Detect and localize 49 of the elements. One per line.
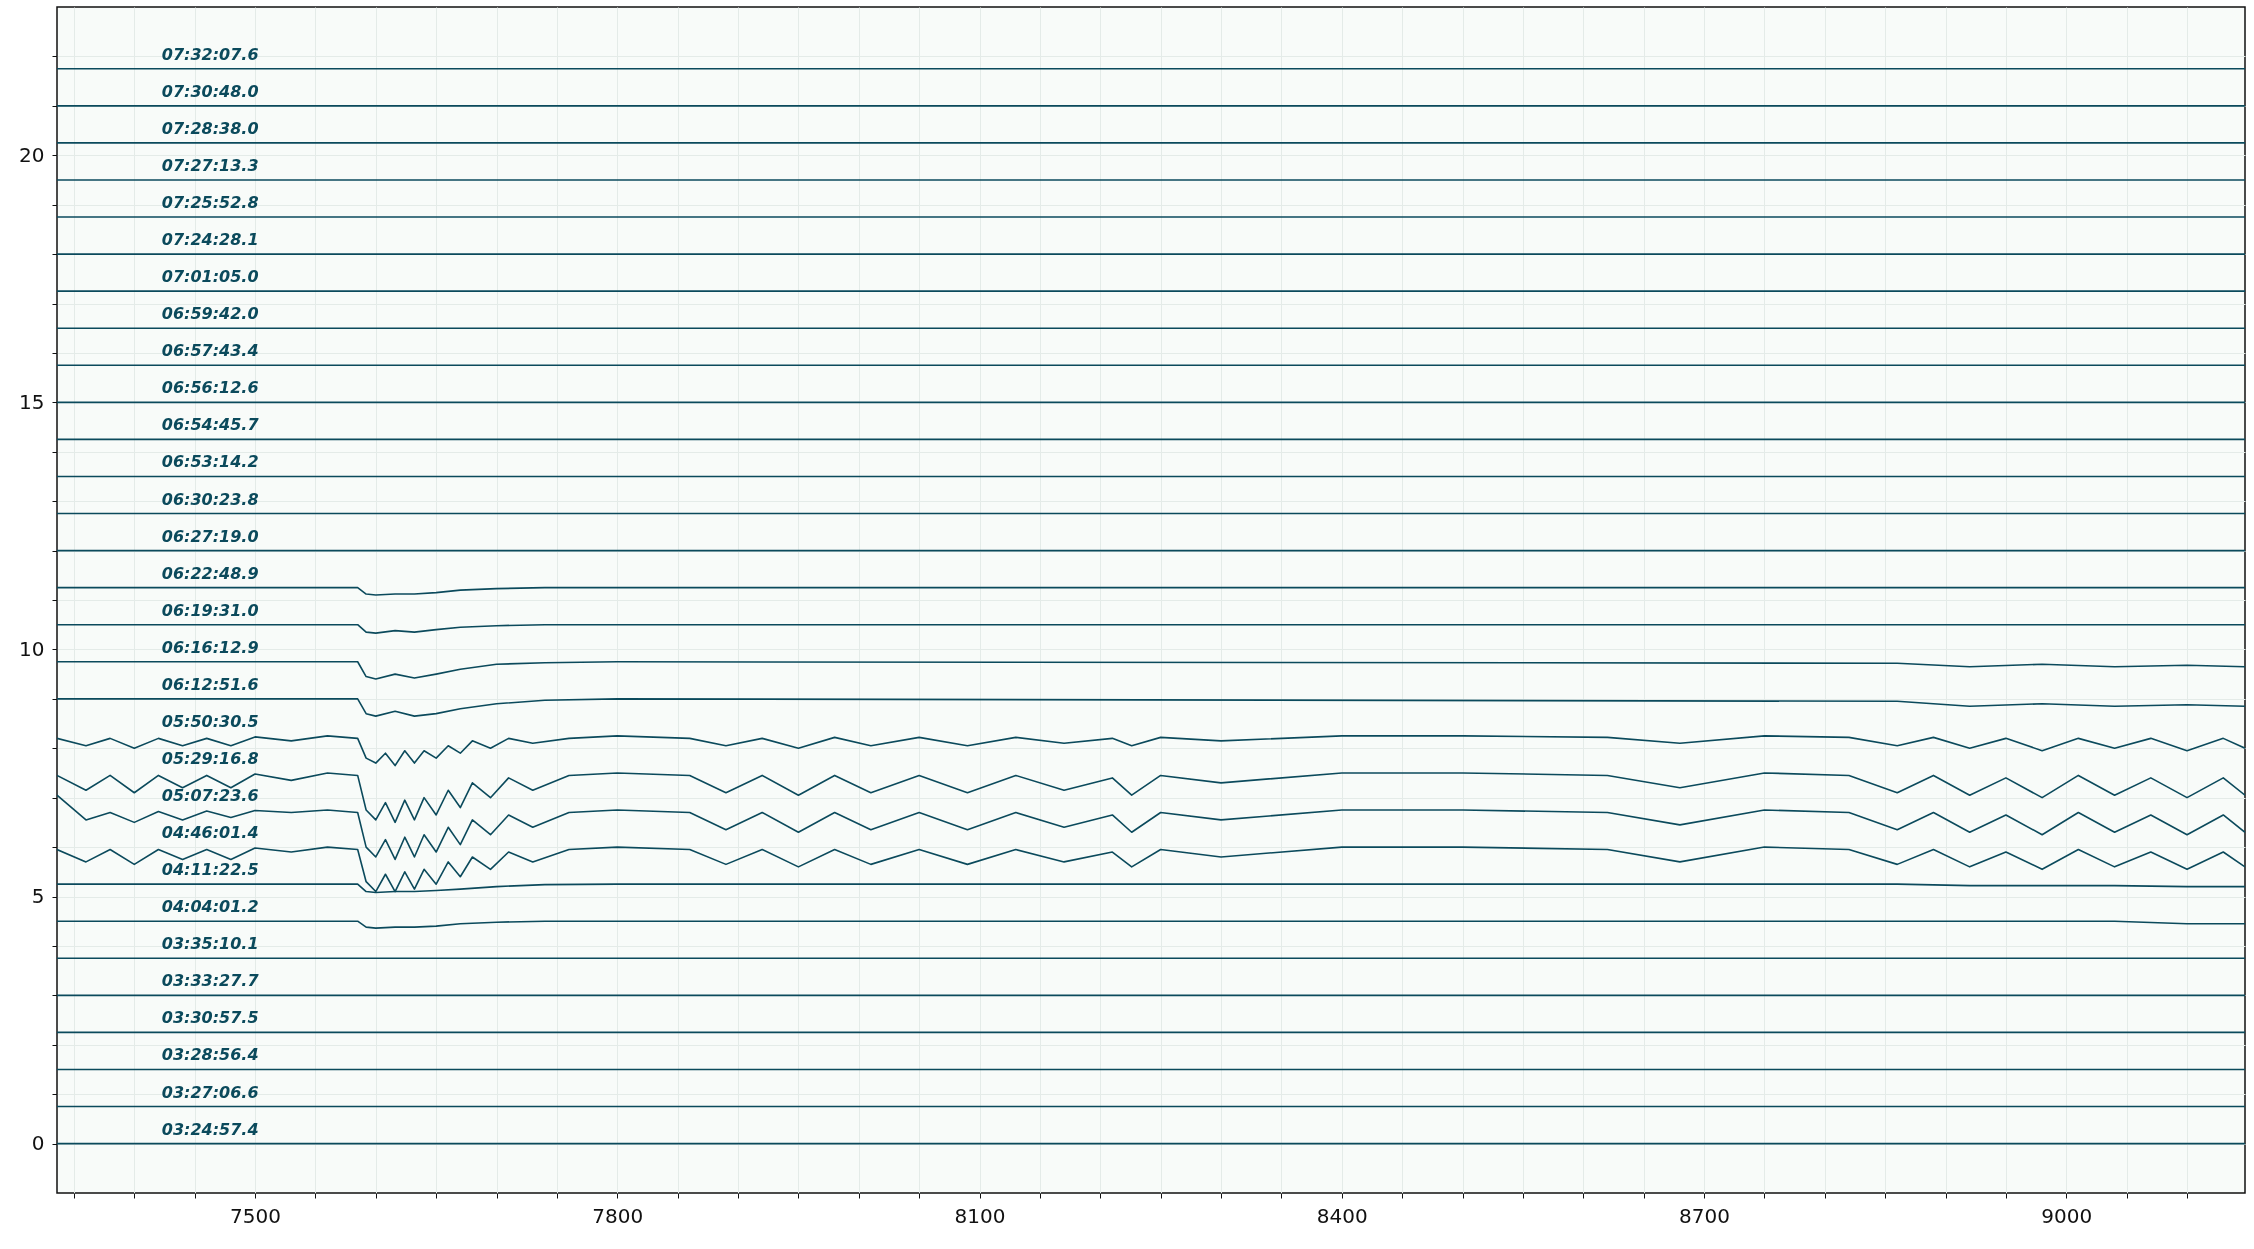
series-label: 06:30:23.8 <box>161 489 259 509</box>
series-label: 06:12:51.6 <box>161 674 259 694</box>
series-label: 07:32:07.6 <box>161 44 259 64</box>
series-label: 06:57:43.4 <box>161 341 259 361</box>
series-label: 03:27:06.6 <box>161 1082 259 1102</box>
series-label: 06:54:45.7 <box>161 415 260 435</box>
series-label: 03:24:57.4 <box>161 1119 259 1139</box>
series-label: 06:27:19.0 <box>161 526 259 546</box>
y-tick-label: 10 <box>19 636 45 661</box>
series-label: 06:56:12.6 <box>161 378 259 398</box>
series-label: 05:50:30.5 <box>161 711 259 731</box>
series-label: 06:19:31.0 <box>161 600 259 620</box>
line-series <box>57 698 2245 717</box>
line-series <box>57 735 2245 767</box>
line-series <box>57 623 2245 634</box>
y-tick-label: 20 <box>19 142 45 167</box>
series-label: 03:33:27.7 <box>161 971 260 991</box>
series-label: 04:11:22.5 <box>161 860 259 880</box>
series-label: 07:24:28.1 <box>161 230 259 250</box>
series-label: 07:01:05.0 <box>161 267 259 287</box>
x-tick-label: 9000 <box>2041 1203 2093 1228</box>
series-label: 07:30:48.0 <box>161 81 259 101</box>
line-series <box>57 660 2245 680</box>
line-series <box>57 586 2245 596</box>
series-label: 06:53:14.2 <box>161 452 259 472</box>
series-label: 06:22:48.9 <box>161 563 259 583</box>
line-series <box>57 846 2245 893</box>
y-tick-label: 0 <box>31 1131 45 1156</box>
series-label: 03:30:57.5 <box>161 1008 259 1028</box>
x-tick-label: 8400 <box>1316 1203 1368 1228</box>
series-label: 03:28:56.4 <box>161 1045 259 1065</box>
y-tick-label: 5 <box>31 884 45 908</box>
x-tick-label: 7800 <box>592 1203 644 1228</box>
y-tick-label: 15 <box>19 389 45 414</box>
series-label: 04:04:01.2 <box>161 897 259 917</box>
series-label: 06:59:42.0 <box>161 304 259 324</box>
x-tick-label: 8100 <box>954 1203 1006 1228</box>
series-label: 07:25:52.8 <box>161 193 259 213</box>
series-label: 07:27:13.3 <box>161 155 259 175</box>
series-label: 06:16:12.9 <box>161 637 259 657</box>
line-series <box>57 920 2245 929</box>
series-label: 05:07:23.6 <box>161 786 259 806</box>
x-tick-label: 7500 <box>230 1203 281 1228</box>
series-label: 03:35:10.1 <box>161 934 259 954</box>
line-series <box>57 772 2245 824</box>
series-label: 05:29:16.8 <box>161 748 259 768</box>
series-label: 04:46:01.4 <box>161 823 259 843</box>
x-tick-label: 8700 <box>1679 1203 1730 1228</box>
series-label: 07:28:38.0 <box>161 118 259 138</box>
